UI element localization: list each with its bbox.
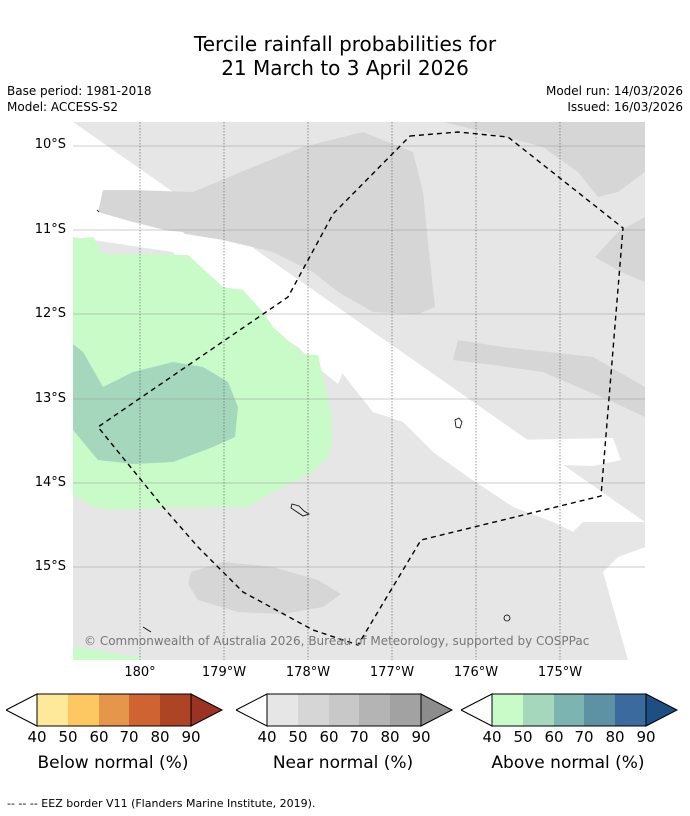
near-tick: 40 xyxy=(257,728,277,746)
above-normal-50-region xyxy=(73,344,238,464)
colorbar-near-svg xyxy=(236,693,454,727)
above-high-extend xyxy=(645,693,679,727)
map-panel xyxy=(73,122,645,660)
lat-label-13s: 13°S xyxy=(34,391,66,406)
lon-label-175w: 175°W xyxy=(537,665,583,680)
above-swatch-40 xyxy=(492,694,523,726)
island-3 xyxy=(503,614,511,622)
lon-label-176w: 176°W xyxy=(453,665,499,680)
copyright-notice: © Commonwealth of Australia 2026, Bureau… xyxy=(84,634,590,648)
above-tick: 70 xyxy=(574,728,594,746)
near-normal-40-region xyxy=(73,122,645,660)
above-tick: 90 xyxy=(636,728,656,746)
below-low-extend xyxy=(6,693,38,727)
lat-label-10s: 10°S xyxy=(34,137,66,152)
island-4 xyxy=(142,626,152,633)
below-tick: 60 xyxy=(89,728,109,746)
lon-label-177w: 177°W xyxy=(369,665,415,680)
below-high-extend xyxy=(190,693,224,727)
eez-border xyxy=(96,131,624,646)
near-tick: 90 xyxy=(411,728,431,746)
grid-lines xyxy=(73,122,645,660)
near-tick: 80 xyxy=(380,728,400,746)
lat-label-14s: 14°S xyxy=(34,475,66,490)
near-normal-title: Near normal (%) xyxy=(272,753,414,773)
near-tick: 70 xyxy=(349,728,369,746)
below-swatch-70 xyxy=(129,694,160,726)
near-high-extend xyxy=(420,693,454,727)
above-normal-title: Above normal (%) xyxy=(491,753,645,773)
lat-label-11s: 11°S xyxy=(34,222,66,237)
near-swatch-40 xyxy=(267,694,298,726)
base-period: Base period: 1981-2018 xyxy=(7,84,152,98)
below-tick: 40 xyxy=(27,728,47,746)
above-swatch-80 xyxy=(615,694,646,726)
below-swatch-40 xyxy=(37,694,68,726)
above-tick: 40 xyxy=(482,728,502,746)
below-tick: 70 xyxy=(119,728,139,746)
colorbar-below-svg xyxy=(6,693,224,727)
lon-label-180: 180° xyxy=(124,665,156,680)
below-tick: 80 xyxy=(150,728,170,746)
near-swatch-60 xyxy=(329,694,359,726)
above-swatch-60 xyxy=(554,694,584,726)
below-swatch-80 xyxy=(160,694,191,726)
lat-label-12s: 12°S xyxy=(34,306,66,321)
near-tick: 60 xyxy=(319,728,339,746)
below-swatch-60 xyxy=(99,694,129,726)
map-svg xyxy=(73,122,645,660)
below-normal-title: Below normal (%) xyxy=(37,753,189,773)
near-normal-50-northeast xyxy=(443,122,645,197)
map-title-line2: 21 March to 3 April 2026 xyxy=(221,56,469,80)
above-tick: 80 xyxy=(605,728,625,746)
near-swatch-50 xyxy=(298,694,329,726)
near-normal-50-east xyxy=(595,217,645,282)
lon-label-178w: 178°W xyxy=(285,665,331,680)
above-tick: 50 xyxy=(513,728,533,746)
white-strip xyxy=(73,222,343,384)
below-tick: 50 xyxy=(58,728,78,746)
near-low-extend xyxy=(236,693,268,727)
colorbar-above-svg xyxy=(461,693,679,727)
island-1 xyxy=(454,417,463,429)
above-swatch-50 xyxy=(523,694,554,726)
above-normal-40-south-strip xyxy=(73,647,143,660)
near-tick: 50 xyxy=(288,728,308,746)
below-tick: 90 xyxy=(181,728,201,746)
map-title-line1: Tercile rainfall probabilities for xyxy=(193,32,497,56)
near-swatch-80 xyxy=(390,694,421,726)
model-run: Model run: 14/03/2026 xyxy=(545,84,683,98)
island-5 xyxy=(96,209,100,213)
issued-date: Issued: 16/03/2026 xyxy=(567,100,683,114)
lon-label-179w: 179°W xyxy=(201,665,247,680)
near-normal-50-north xyxy=(98,132,435,314)
model-name: Model: ACCESS-S2 xyxy=(7,100,119,114)
near-swatch-70 xyxy=(359,694,390,726)
above-low-extend xyxy=(461,693,493,727)
near-normal-50-mid xyxy=(453,340,645,417)
eez-legend: -- -- -- EEZ border V11 (Flanders Marine… xyxy=(7,797,316,810)
white-gap-region xyxy=(513,438,621,466)
lat-label-15s: 15°S xyxy=(34,559,66,574)
below-swatch-50 xyxy=(68,694,99,726)
above-tick: 60 xyxy=(544,728,564,746)
above-swatch-70 xyxy=(584,694,615,726)
island-2 xyxy=(290,503,310,517)
